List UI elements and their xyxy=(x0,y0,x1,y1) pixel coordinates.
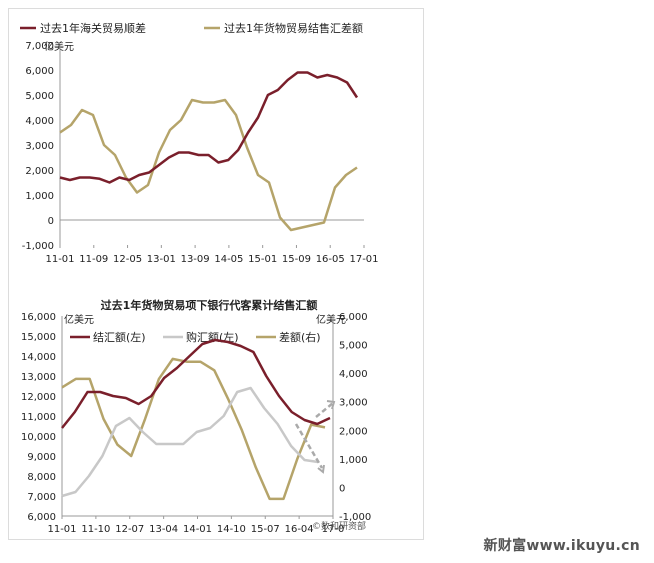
unit-label-right: 亿美元 xyxy=(316,313,346,326)
legend-label-fx-balance: 过去1年货物贸易结售汇差额 xyxy=(224,21,363,35)
y-tick-left: 14,000 xyxy=(21,352,56,363)
y-tick-left: 8,000 xyxy=(27,472,56,483)
top-chart: 过去1年海关贸易顺差 过去1年货物贸易结售汇差额 亿美元 7,000 6,000 5… xyxy=(20,21,379,265)
y-tick-left: 9,000 xyxy=(27,452,56,463)
x-tick-bottom: 17-0 xyxy=(322,524,345,535)
y-tick-top: 4,000 xyxy=(25,116,54,127)
y-tick-top: -1,000 xyxy=(22,241,54,252)
y-tick-right: 0 xyxy=(339,483,345,494)
legend-label-settlement: 结汇额(左) xyxy=(93,331,146,344)
y-tick-left: 6,000 xyxy=(27,512,56,523)
y-tick-left: 16,000 xyxy=(21,312,56,323)
x-tick-bottom: 14-01 xyxy=(183,524,212,535)
x-tick-bottom: 13-04 xyxy=(149,524,178,535)
x-tick-top: 17-01 xyxy=(349,254,378,265)
x-tick-top: 15-09 xyxy=(282,254,311,265)
y-tick-top: 5,000 xyxy=(25,91,54,102)
x-tick-top: 15-01 xyxy=(248,254,277,265)
x-tick-bottom: 16-04 xyxy=(285,524,314,535)
x-tick-top: 11-09 xyxy=(79,254,108,265)
y-tick-right: -1,000 xyxy=(339,512,371,523)
series-line-difference xyxy=(61,357,326,501)
unit-label-top: 亿美元 xyxy=(44,40,74,53)
y-tick-right: 6,000 xyxy=(339,312,368,323)
x-tick-bottom: 11-01 xyxy=(47,524,76,535)
y-tick-top: 7,000 xyxy=(25,41,54,52)
y-tick-top: 3,000 xyxy=(25,141,54,152)
watermark: 新财富www.ikuyu.cn xyxy=(483,538,640,554)
x-tick-top: 11-01 xyxy=(45,254,74,265)
x-tick-bottom: 15-07 xyxy=(251,524,280,535)
y-tick-left: 10,000 xyxy=(21,432,56,443)
x-tick-bottom: 14-10 xyxy=(217,524,246,535)
x-tick-bottom: 11-10 xyxy=(81,524,110,535)
series-line-purchase xyxy=(61,386,319,498)
watermark-small: ©数和研资部 xyxy=(312,522,367,532)
y-tick-left: 11,000 xyxy=(21,412,56,423)
projection-arrowhead-up xyxy=(326,400,336,410)
y-tick-right: 3,000 xyxy=(339,398,368,409)
unit-label-left: 亿美元 xyxy=(64,313,94,326)
y-tick-top: 1,000 xyxy=(25,191,54,202)
x-tick-top: 16-05 xyxy=(316,254,345,265)
series-line-trade-surplus xyxy=(59,71,359,184)
legend-label-difference: 差额(右) xyxy=(279,330,321,344)
y-tick-right: 4,000 xyxy=(339,369,368,380)
y-tick-top: 0 xyxy=(48,216,54,227)
x-tick-top: 14-05 xyxy=(214,254,243,265)
bottom-chart: 过去1年货物贸易项下银行代客累计结售汇额 亿美元 亿美元 结汇额(左) 购汇额(… xyxy=(21,298,371,535)
y-tick-left: 13,000 xyxy=(21,372,56,383)
series-line-settlement xyxy=(61,338,331,429)
chart-card xyxy=(8,8,424,540)
y-tick-left: 7,000 xyxy=(27,492,56,503)
y-tick-right: 2,000 xyxy=(339,426,368,437)
projection-arrow-down xyxy=(294,423,324,469)
x-tick-top: 13-01 xyxy=(147,254,176,265)
y-tick-top: 6,000 xyxy=(25,66,54,77)
y-tick-left: 12,000 xyxy=(21,392,56,403)
x-tick-bottom: 12-07 xyxy=(115,524,144,535)
series-line-fx-balance xyxy=(59,98,358,232)
projection-arrow-up xyxy=(315,402,334,418)
x-tick-top: 12-05 xyxy=(113,254,142,265)
bottom-chart-title: 过去1年货物贸易项下银行代客累计结售汇额 xyxy=(101,298,318,312)
y-tick-right: 5,000 xyxy=(339,341,368,352)
legend-label-trade-surplus: 过去1年海关贸易顺差 xyxy=(40,21,146,35)
y-tick-top: 2,000 xyxy=(25,166,54,177)
y-tick-right: 1,000 xyxy=(339,455,368,466)
x-tick-top: 13-09 xyxy=(181,254,210,265)
y-tick-left: 15,000 xyxy=(21,332,56,343)
projection-arrowhead-down xyxy=(317,464,325,474)
